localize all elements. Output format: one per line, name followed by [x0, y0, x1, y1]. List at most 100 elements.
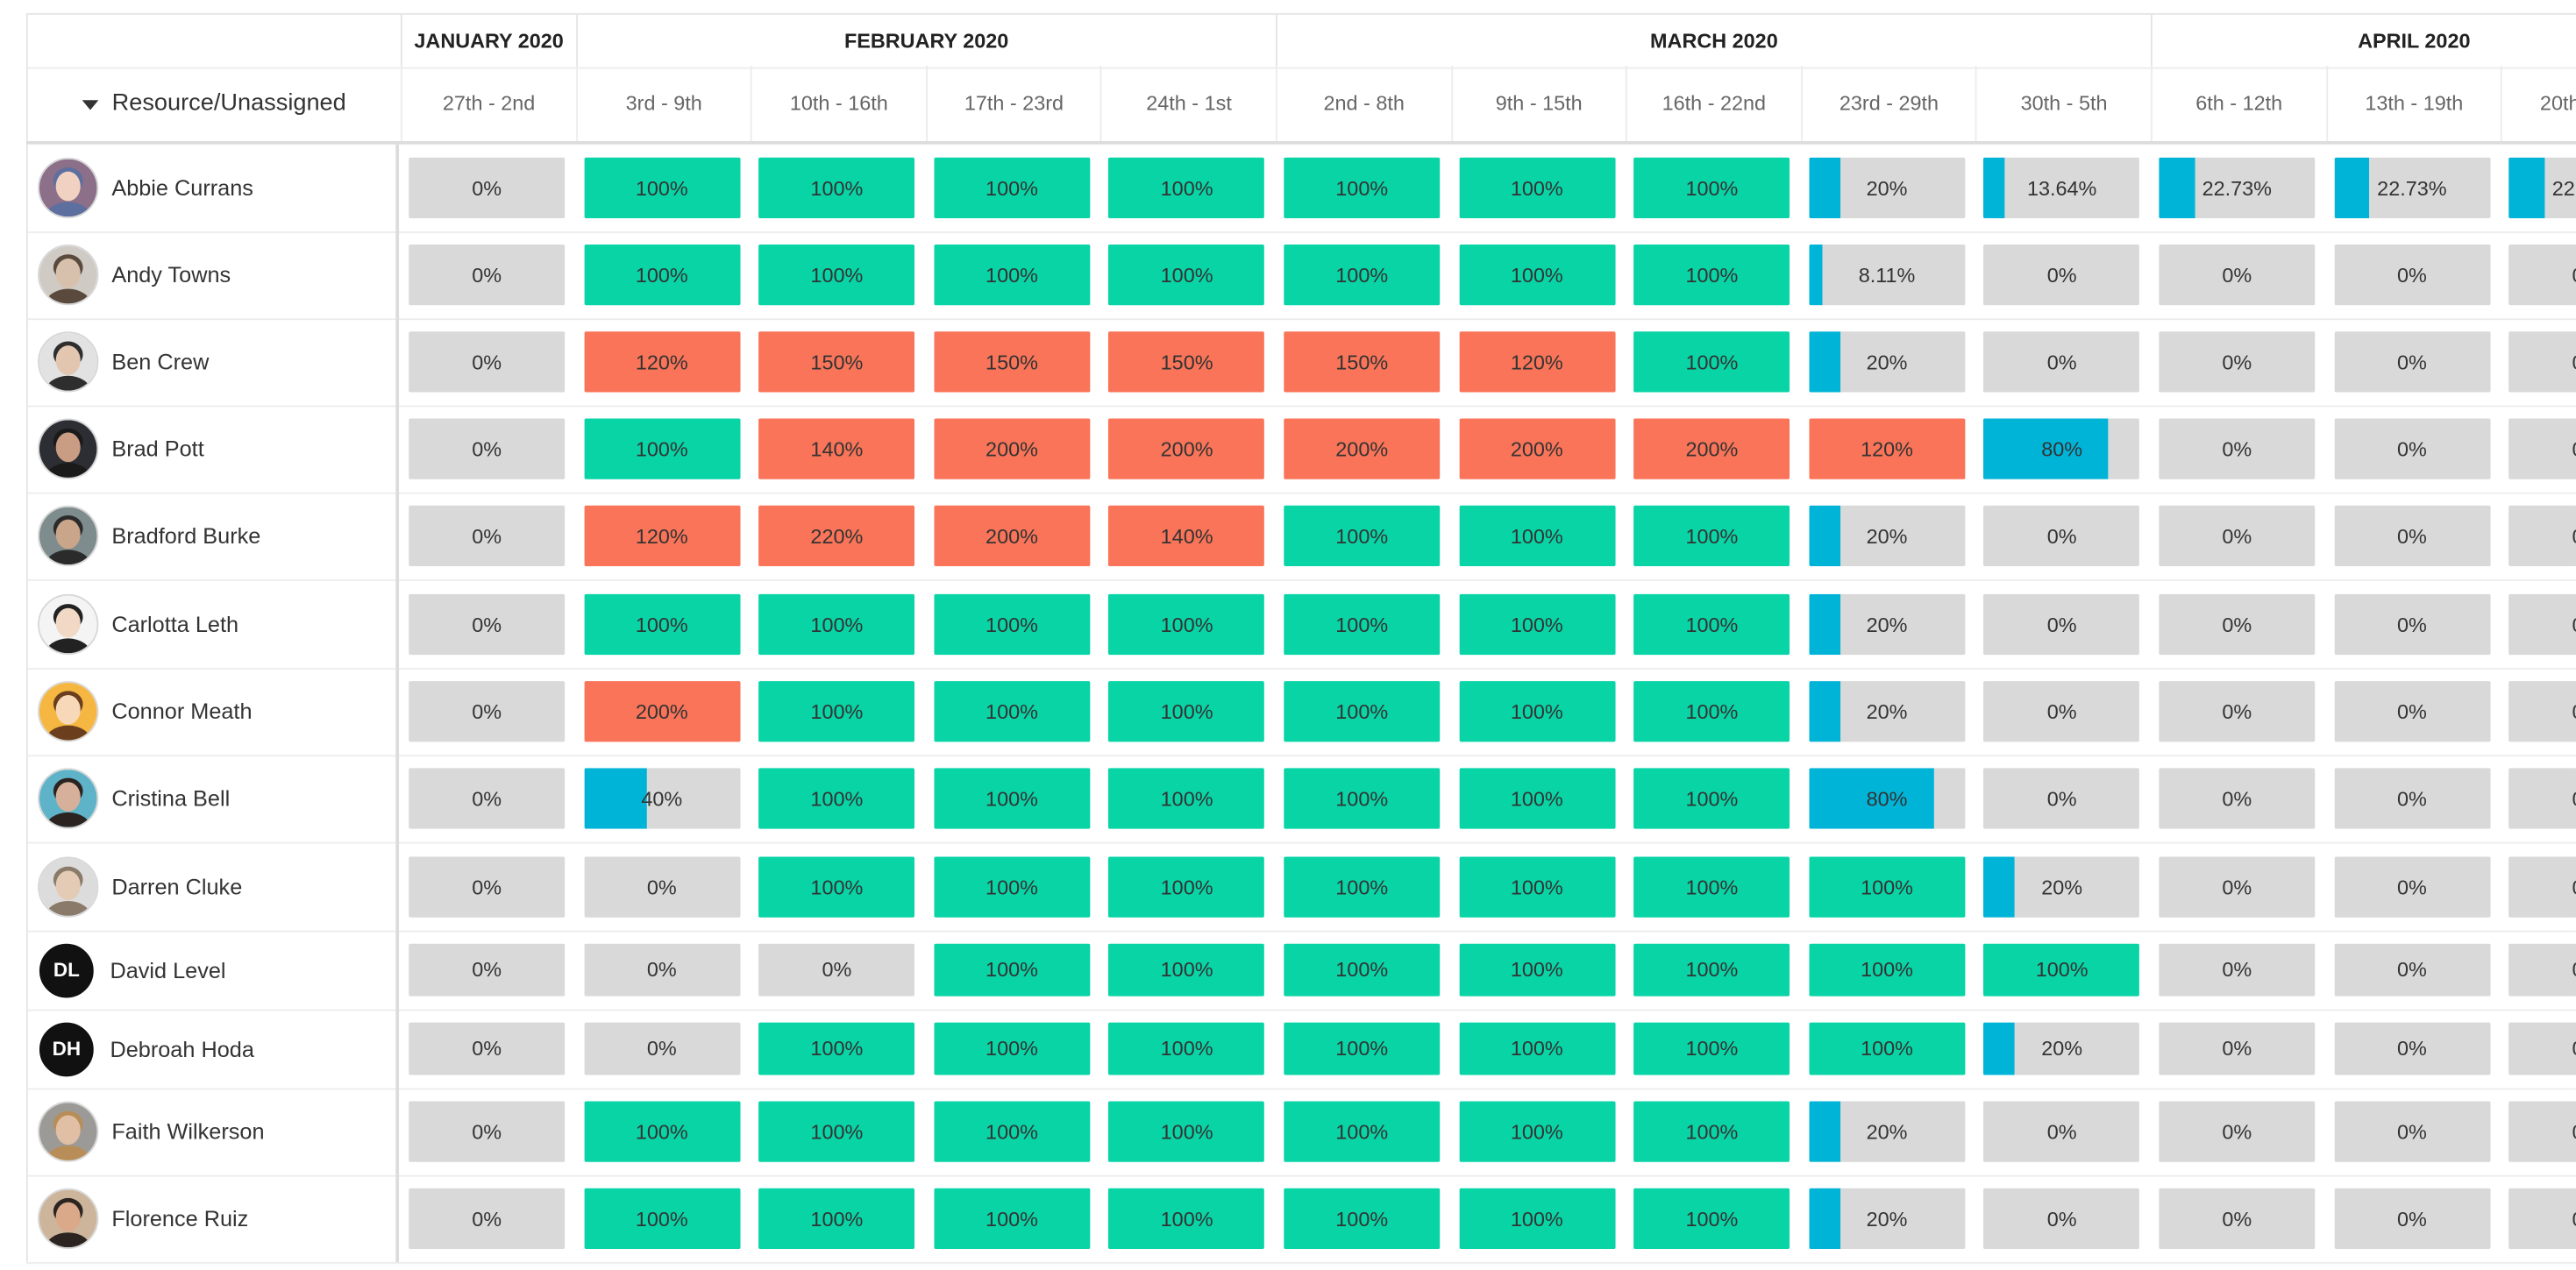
- allocation-bar[interactable]: 100%: [1458, 943, 1615, 997]
- allocation-bar[interactable]: 100%: [1284, 593, 1441, 656]
- allocation-bar[interactable]: 100%: [758, 245, 915, 306]
- allocation-bar[interactable]: 0%: [2333, 1101, 2490, 1162]
- allocation-bar[interactable]: 100%: [934, 768, 1090, 829]
- allocation-bar[interactable]: 100%: [758, 1101, 915, 1162]
- allocation-bar[interactable]: 0%: [2333, 1188, 2490, 1249]
- allocation-bar[interactable]: 0%: [409, 1188, 566, 1249]
- allocation-bar[interactable]: 0%: [2159, 505, 2316, 567]
- resource-cell[interactable]: Bradford Burke: [25, 492, 400, 579]
- allocation-bar[interactable]: 0%: [2333, 418, 2490, 479]
- allocation-bar[interactable]: 100%: [758, 768, 915, 829]
- allocation-bar[interactable]: 20%: [1809, 157, 1966, 219]
- allocation-bar[interactable]: 100%: [934, 157, 1090, 219]
- allocation-bar[interactable]: 120%: [583, 331, 740, 393]
- allocation-bar[interactable]: 100%: [1633, 768, 1790, 829]
- allocation-bar[interactable]: 100%: [583, 157, 740, 219]
- allocation-bar[interactable]: 100%: [934, 856, 1090, 918]
- allocation-bar[interactable]: 100%: [1108, 1101, 1265, 1162]
- allocation-bar[interactable]: 0%: [2333, 681, 2490, 742]
- allocation-bar[interactable]: 20%: [1809, 331, 1966, 393]
- allocation-bar[interactable]: 80%: [1809, 768, 1966, 829]
- allocation-bar[interactable]: 0%: [2159, 245, 2316, 306]
- allocation-bar[interactable]: 0%: [2508, 418, 2576, 479]
- allocation-bar[interactable]: 100%: [1284, 505, 1441, 567]
- allocation-bar[interactable]: 100%: [1458, 245, 1615, 306]
- allocation-bar[interactable]: 100%: [934, 1101, 1090, 1162]
- allocation-bar[interactable]: 0%: [583, 1022, 740, 1075]
- allocation-bar[interactable]: 100%: [1284, 1101, 1441, 1162]
- allocation-bar[interactable]: 0%: [2508, 593, 2576, 656]
- resource-cell[interactable]: Faith Wilkerson: [25, 1088, 400, 1175]
- allocation-bar[interactable]: 0%: [2508, 331, 2576, 393]
- allocation-bar[interactable]: 0%: [2508, 505, 2576, 567]
- allocation-bar[interactable]: 140%: [1108, 505, 1265, 567]
- allocation-bar[interactable]: 120%: [583, 505, 740, 567]
- allocation-bar[interactable]: 0%: [2508, 1188, 2576, 1249]
- allocation-bar[interactable]: 120%: [1809, 418, 1966, 479]
- allocation-bar[interactable]: 150%: [934, 331, 1090, 393]
- allocation-bar[interactable]: 200%: [934, 418, 1090, 479]
- caret-down-icon[interactable]: [82, 99, 99, 110]
- allocation-bar[interactable]: 0%: [1983, 681, 2140, 742]
- allocation-bar[interactable]: 0%: [2508, 681, 2576, 742]
- allocation-bar[interactable]: 100%: [1284, 943, 1441, 997]
- allocation-bar[interactable]: 0%: [1983, 1188, 2140, 1249]
- allocation-bar[interactable]: 100%: [1284, 157, 1441, 219]
- allocation-bar[interactable]: 100%: [1458, 1188, 1615, 1249]
- allocation-bar[interactable]: 0%: [409, 768, 566, 829]
- allocation-bar[interactable]: 100%: [1458, 768, 1615, 829]
- resource-cell[interactable]: Andy Towns: [25, 231, 400, 319]
- allocation-bar[interactable]: 100%: [583, 1188, 740, 1249]
- allocation-bar[interactable]: 13.64%: [1983, 157, 2140, 219]
- allocation-bar[interactable]: 0%: [2159, 593, 2316, 656]
- allocation-bar[interactable]: 100%: [1108, 593, 1265, 656]
- allocation-bar[interactable]: 8.11%: [1809, 245, 1966, 306]
- allocation-bar[interactable]: 100%: [1458, 593, 1615, 656]
- allocation-bar[interactable]: 0%: [2333, 593, 2490, 656]
- allocation-bar[interactable]: 100%: [934, 681, 1090, 742]
- allocation-bar[interactable]: 0%: [2333, 1022, 2490, 1075]
- allocation-bar[interactable]: 100%: [1633, 1188, 1790, 1249]
- allocation-bar[interactable]: 20%: [1983, 856, 2140, 918]
- allocation-bar[interactable]: 20%: [1809, 1188, 1966, 1249]
- allocation-bar[interactable]: 100%: [1809, 856, 1966, 918]
- allocation-bar[interactable]: 100%: [1633, 681, 1790, 742]
- allocation-bar[interactable]: 100%: [758, 1188, 915, 1249]
- allocation-bar[interactable]: 100%: [583, 593, 740, 656]
- allocation-bar[interactable]: 100%: [934, 1022, 1090, 1075]
- allocation-bar[interactable]: 150%: [1108, 331, 1265, 393]
- allocation-bar[interactable]: 0%: [2333, 245, 2490, 306]
- allocation-bar[interactable]: 0%: [2159, 681, 2316, 742]
- allocation-bar[interactable]: 0%: [2333, 856, 2490, 918]
- allocation-bar[interactable]: 100%: [583, 1101, 740, 1162]
- allocation-bar[interactable]: 0%: [583, 856, 740, 918]
- allocation-bar[interactable]: 0%: [2508, 856, 2576, 918]
- allocation-bar[interactable]: 100%: [1108, 1022, 1265, 1075]
- allocation-bar[interactable]: 100%: [1284, 1188, 1441, 1249]
- allocation-bar[interactable]: 0%: [409, 331, 566, 393]
- allocation-bar[interactable]: 0%: [2508, 768, 2576, 829]
- allocation-bar[interactable]: 20%: [1809, 593, 1966, 656]
- allocation-bar[interactable]: 0%: [2159, 768, 2316, 829]
- allocation-bar[interactable]: 100%: [1284, 856, 1441, 918]
- allocation-bar[interactable]: 100%: [1284, 768, 1441, 829]
- allocation-bar[interactable]: 0%: [409, 505, 566, 567]
- allocation-bar[interactable]: 22.73%: [2508, 157, 2576, 219]
- allocation-bar[interactable]: 100%: [934, 593, 1090, 656]
- allocation-bar[interactable]: 0%: [409, 418, 566, 479]
- allocation-bar[interactable]: 20%: [1809, 505, 1966, 567]
- allocation-bar[interactable]: 100%: [758, 593, 915, 656]
- allocation-bar[interactable]: 100%: [1458, 1101, 1615, 1162]
- allocation-bar[interactable]: 0%: [2159, 1101, 2316, 1162]
- allocation-bar[interactable]: 0%: [2333, 505, 2490, 567]
- allocation-bar[interactable]: 200%: [934, 505, 1090, 567]
- allocation-bar[interactable]: 100%: [1458, 1022, 1615, 1075]
- allocation-bar[interactable]: 100%: [1458, 681, 1615, 742]
- allocation-bar[interactable]: 100%: [1633, 856, 1790, 918]
- allocation-bar[interactable]: 200%: [1108, 418, 1265, 479]
- allocation-bar[interactable]: 20%: [1809, 1101, 1966, 1162]
- allocation-bar[interactable]: 100%: [758, 681, 915, 742]
- resource-cell[interactable]: Abbie Currans: [25, 144, 400, 232]
- allocation-bar[interactable]: 200%: [1284, 418, 1441, 479]
- resource-cell[interactable]: Darren Cluke: [25, 841, 400, 931]
